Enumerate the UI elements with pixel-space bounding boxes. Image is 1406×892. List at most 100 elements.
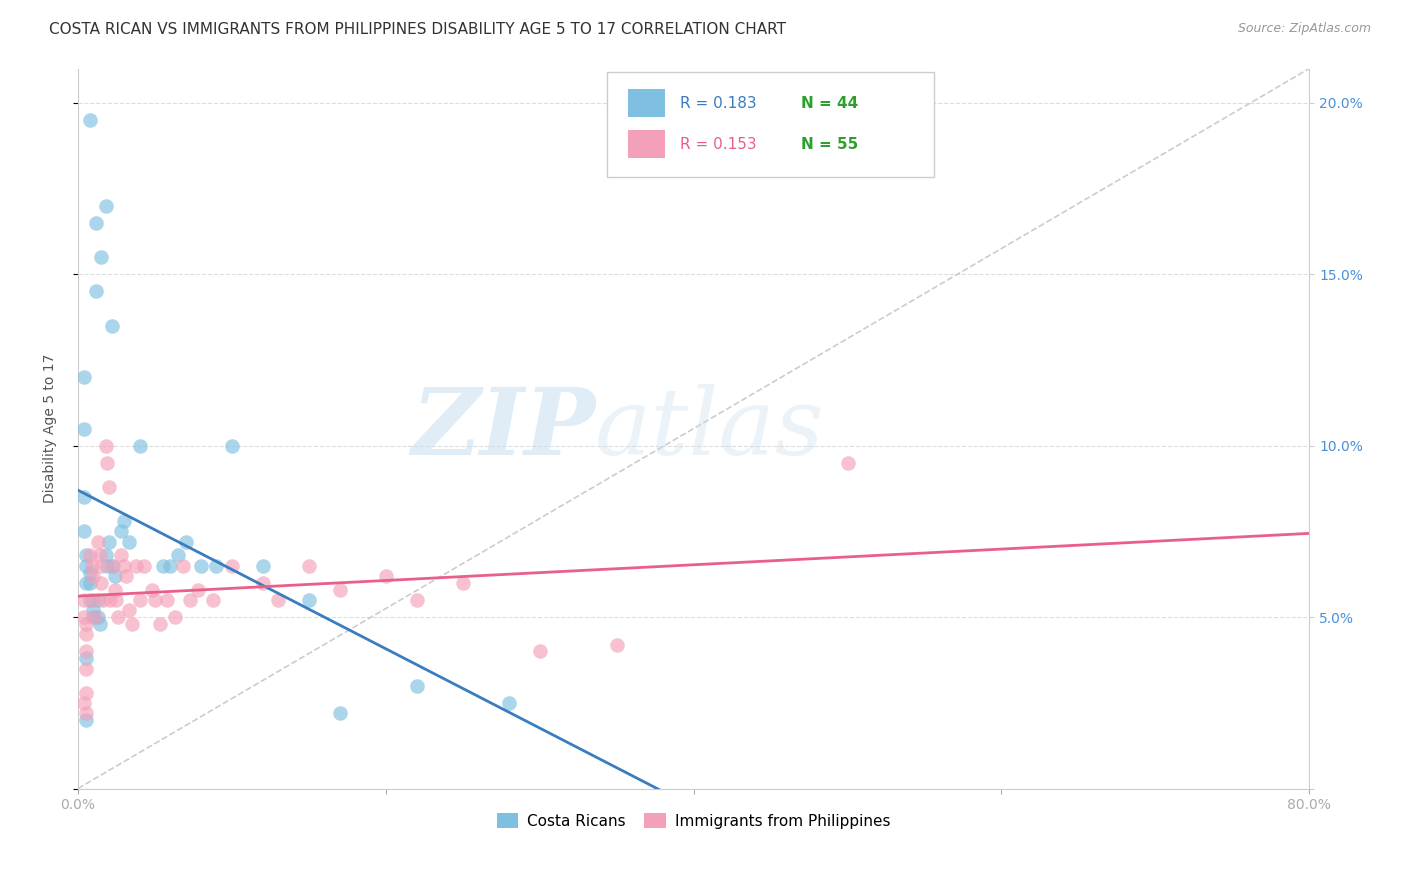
Point bbox=[167, 549, 190, 563]
Point bbox=[90, 250, 112, 264]
Point bbox=[329, 582, 352, 597]
Point bbox=[118, 534, 141, 549]
Point bbox=[498, 696, 520, 710]
Point bbox=[837, 456, 859, 470]
Point bbox=[221, 558, 243, 573]
Point bbox=[96, 456, 118, 470]
Point bbox=[75, 558, 97, 573]
Point bbox=[75, 706, 97, 720]
Point bbox=[104, 582, 127, 597]
Point bbox=[103, 558, 125, 573]
Text: N = 55: N = 55 bbox=[801, 136, 858, 152]
Point bbox=[73, 421, 96, 435]
Point bbox=[405, 593, 427, 607]
Text: COSTA RICAN VS IMMIGRANTS FROM PHILIPPINES DISABILITY AGE 5 TO 17 CORRELATION CH: COSTA RICAN VS IMMIGRANTS FROM PHILIPPIN… bbox=[49, 22, 786, 37]
Point bbox=[112, 514, 135, 528]
Point bbox=[143, 593, 166, 607]
Point bbox=[110, 549, 132, 563]
Point bbox=[90, 575, 112, 590]
Point bbox=[79, 593, 101, 607]
Point bbox=[125, 558, 148, 573]
Point bbox=[174, 534, 197, 549]
Point bbox=[75, 627, 97, 641]
Y-axis label: Disability Age 5 to 17: Disability Age 5 to 17 bbox=[44, 354, 58, 503]
Point bbox=[97, 534, 120, 549]
Point bbox=[329, 706, 352, 720]
Point bbox=[96, 558, 118, 573]
Point bbox=[267, 593, 290, 607]
Point bbox=[86, 285, 108, 299]
Point bbox=[298, 558, 321, 573]
Point bbox=[73, 593, 96, 607]
Point bbox=[179, 593, 201, 607]
Point bbox=[221, 439, 243, 453]
Point bbox=[94, 549, 117, 563]
Point bbox=[87, 610, 110, 624]
Point bbox=[79, 566, 101, 580]
Text: ZIP: ZIP bbox=[411, 384, 595, 474]
Point bbox=[73, 370, 96, 384]
Point bbox=[252, 575, 274, 590]
Point bbox=[374, 569, 396, 583]
Text: atlas: atlas bbox=[595, 384, 824, 474]
Point bbox=[90, 558, 112, 573]
Point bbox=[128, 593, 150, 607]
Point bbox=[73, 696, 96, 710]
Point bbox=[82, 569, 104, 583]
Point bbox=[104, 569, 127, 583]
Point bbox=[121, 616, 143, 631]
Point bbox=[82, 610, 104, 624]
Point bbox=[190, 558, 212, 573]
Point bbox=[187, 582, 209, 597]
Point bbox=[97, 480, 120, 494]
Legend: Costa Ricans, Immigrants from Philippines: Costa Ricans, Immigrants from Philippine… bbox=[491, 807, 897, 835]
Point bbox=[101, 558, 124, 573]
Point bbox=[87, 593, 110, 607]
Point bbox=[83, 610, 105, 624]
Point bbox=[79, 549, 101, 563]
Point bbox=[107, 610, 129, 624]
Point bbox=[75, 651, 97, 665]
Point bbox=[163, 610, 186, 624]
FancyBboxPatch shape bbox=[628, 89, 665, 117]
Point bbox=[152, 558, 174, 573]
Point bbox=[75, 713, 97, 727]
Point bbox=[148, 616, 170, 631]
Point bbox=[202, 593, 225, 607]
Point bbox=[79, 575, 101, 590]
Point bbox=[89, 549, 111, 563]
Point bbox=[114, 569, 136, 583]
Point bbox=[75, 575, 97, 590]
Point bbox=[118, 603, 141, 617]
Text: R = 0.153: R = 0.153 bbox=[681, 136, 756, 152]
Point bbox=[91, 593, 114, 607]
Point bbox=[89, 616, 111, 631]
FancyBboxPatch shape bbox=[607, 72, 934, 177]
Point bbox=[141, 582, 163, 597]
Point bbox=[75, 685, 97, 699]
Point bbox=[75, 661, 97, 675]
Point bbox=[73, 524, 96, 539]
Point bbox=[156, 593, 179, 607]
Point bbox=[80, 558, 103, 573]
Point bbox=[98, 593, 121, 607]
Point bbox=[128, 439, 150, 453]
Point bbox=[94, 439, 117, 453]
Point bbox=[82, 593, 104, 607]
Point bbox=[75, 549, 97, 563]
Point bbox=[112, 558, 135, 573]
Point bbox=[105, 593, 128, 607]
Text: N = 44: N = 44 bbox=[801, 95, 858, 111]
Text: R = 0.183: R = 0.183 bbox=[681, 95, 756, 111]
Point bbox=[110, 524, 132, 539]
Point bbox=[75, 616, 97, 631]
Point bbox=[134, 558, 156, 573]
Point bbox=[82, 603, 104, 617]
Point bbox=[529, 644, 551, 658]
Point bbox=[451, 575, 474, 590]
Point bbox=[101, 318, 124, 333]
Point bbox=[159, 558, 181, 573]
Point bbox=[86, 216, 108, 230]
Point bbox=[252, 558, 274, 573]
Point bbox=[73, 610, 96, 624]
